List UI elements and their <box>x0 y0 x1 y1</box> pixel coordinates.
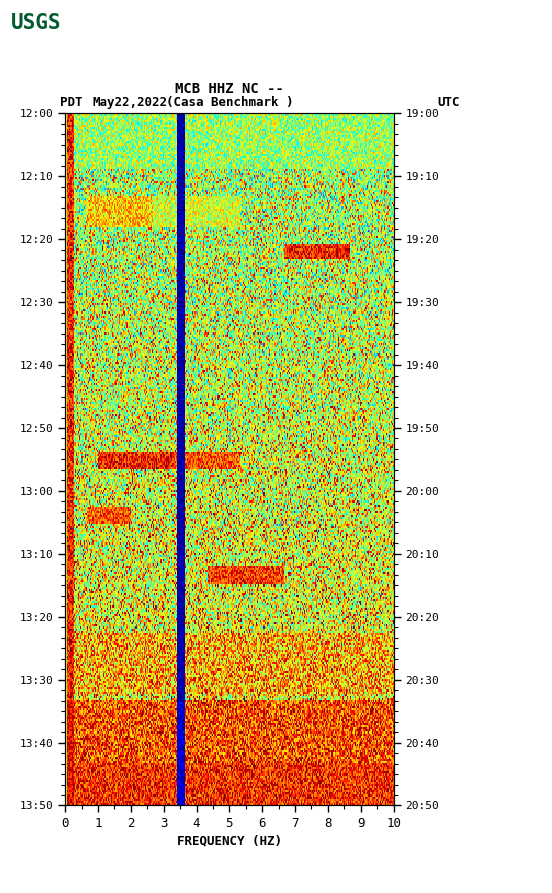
Text: UTC: UTC <box>437 96 460 109</box>
Text: USGS: USGS <box>11 13 61 33</box>
Text: MCB HHZ NC --: MCB HHZ NC -- <box>175 81 284 96</box>
Text: PDT: PDT <box>60 96 82 109</box>
Text: (Casa Benchmark ): (Casa Benchmark ) <box>166 96 293 109</box>
Text: May22,2022: May22,2022 <box>93 96 168 109</box>
X-axis label: FREQUENCY (HZ): FREQUENCY (HZ) <box>177 834 282 847</box>
